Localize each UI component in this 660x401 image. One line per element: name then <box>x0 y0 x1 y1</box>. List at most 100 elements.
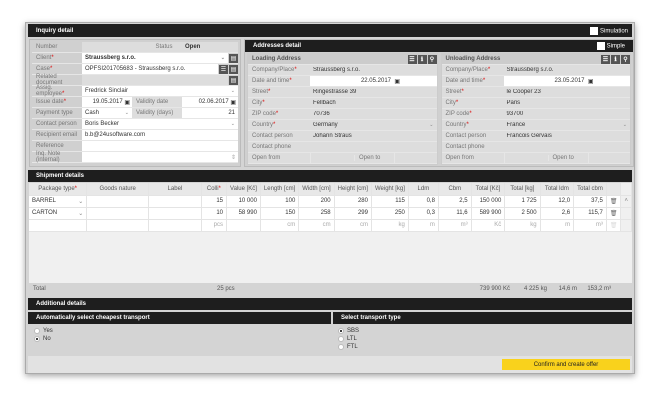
loading-date-field[interactable]: 22.05.2017 ▣ <box>310 76 437 86</box>
unloading-city-field[interactable]: Paris <box>506 100 521 106</box>
trash-icon[interactable]: 🗑 <box>606 207 622 220</box>
unloading-country-select[interactable]: France ⌄ <box>504 122 631 128</box>
radio-sbs[interactable]: SBS <box>338 327 359 335</box>
cell[interactable]: 250 <box>371 207 409 220</box>
simple-checkbox[interactable]: Simple <box>596 42 633 50</box>
radio-ltl[interactable]: LTL <box>338 335 359 343</box>
new-row-cell[interactable]: pcs <box>201 219 228 232</box>
simulation-checkbox[interactable]: Simulation <box>589 26 632 35</box>
new-row-cell[interactable] <box>86 219 150 232</box>
list-icon[interactable]: ☰ <box>219 64 228 74</box>
open-case-icon[interactable]: ▤ <box>229 64 238 74</box>
client-select[interactable]: Straussberg s.r.o. ⌄ <box>82 53 228 63</box>
cell[interactable]: 58 990 <box>226 207 261 220</box>
loading-street-field[interactable]: Ringestrasse 39 <box>313 89 357 95</box>
related-field[interactable] <box>82 75 228 85</box>
open-from-field[interactable] <box>310 153 354 163</box>
calendar-icon[interactable]: ▣ <box>228 99 236 106</box>
unloading-contact-field[interactable]: Francois Gervais <box>506 133 552 139</box>
payment-select[interactable]: Cash ⌄ <box>82 108 132 118</box>
radio-ftl[interactable]: FTL <box>338 343 359 351</box>
new-row-cell[interactable]: cm <box>260 219 300 232</box>
package-type-select[interactable]: BARREL ⌄ <box>29 195 88 208</box>
trash-icon[interactable]: 🗑 <box>606 195 622 208</box>
scroll-up-icon[interactable]: ˄ <box>620 195 632 208</box>
cell[interactable]: 258 <box>298 207 335 220</box>
open-related-icon[interactable]: ▤ <box>229 75 238 85</box>
new-row-cell[interactable]: Kč <box>471 219 506 232</box>
open-client-icon[interactable]: ▤ <box>229 53 238 63</box>
open-to-field[interactable] <box>587 153 631 163</box>
reference-field[interactable] <box>82 141 238 151</box>
list-icon[interactable]: ☰ <box>601 54 610 64</box>
validity-days-field[interactable]: 21 <box>182 108 238 118</box>
loading-country-select[interactable]: Germany ⌄ <box>310 122 437 128</box>
new-row-cell[interactable] <box>29 219 88 232</box>
new-row-cell[interactable]: m <box>408 219 439 232</box>
cell[interactable]: 1 725 <box>504 195 541 208</box>
cell[interactable]: 115 <box>371 195 409 208</box>
cell[interactable]: 150 000 <box>471 195 506 208</box>
list-icon[interactable]: ☰ <box>407 54 417 64</box>
note-field[interactable]: ⇕ <box>82 152 238 162</box>
cell[interactable] <box>148 195 202 208</box>
cell[interactable]: 2 500 <box>504 207 541 220</box>
new-row-cell[interactable] <box>226 219 261 232</box>
cell[interactable]: 10 <box>201 207 228 220</box>
unloading-date-field[interactable]: 23.05.2017 ▣ <box>503 76 630 86</box>
calendar-icon[interactable]: ▣ <box>391 78 401 85</box>
unloading-zip-field[interactable]: 93700 <box>506 111 524 117</box>
cell[interactable]: 37,5 <box>573 195 607 208</box>
cell[interactable]: 10 000 <box>226 195 261 208</box>
cell[interactable] <box>148 207 202 220</box>
cell[interactable]: 2,5 <box>438 195 472 208</box>
cell[interactable]: 150 <box>260 207 300 220</box>
unloading-company-field[interactable]: Straussberg s.r.o. <box>506 67 554 73</box>
cell[interactable]: 589 900 <box>471 207 506 220</box>
package-type-select[interactable]: CARTON ⌄ <box>29 207 88 220</box>
calendar-icon[interactable]: ▣ <box>584 78 594 85</box>
email-field[interactable]: b.b@24usoftware.com <box>82 130 238 140</box>
issue-date-field[interactable]: 19.05.2017 ▣ <box>82 97 132 107</box>
new-row-cell[interactable]: m³ <box>438 219 472 232</box>
cell[interactable]: 0,3 <box>408 207 439 220</box>
new-row-cell[interactable]: m³ <box>573 219 607 232</box>
cell[interactable]: 299 <box>334 207 372 220</box>
map-pin-icon[interactable]: ⚲ <box>427 54 437 64</box>
cell[interactable]: 280 <box>334 195 372 208</box>
cell[interactable]: 0,8 <box>408 195 439 208</box>
new-row-cell[interactable]: kg <box>371 219 409 232</box>
radio-no[interactable]: No <box>34 335 53 343</box>
loading-company-field[interactable]: Straussberg s.r.o. <box>313 67 361 73</box>
validity-date-field[interactable]: 02.06.2017 ▣ <box>182 97 238 107</box>
new-row-cell[interactable] <box>148 219 202 232</box>
cell[interactable]: 12,0 <box>540 195 575 208</box>
unloading-street-field[interactable]: le Cooper 23 <box>506 89 541 95</box>
cell[interactable] <box>86 195 150 208</box>
cell[interactable]: 115,7 <box>573 207 607 220</box>
cell[interactable]: 11,6 <box>438 207 472 220</box>
cell[interactable] <box>86 207 150 220</box>
confirm-and-create-offer-button[interactable]: Confirm and create offer <box>502 359 630 370</box>
open-from-field[interactable] <box>503 153 548 163</box>
new-row-cell[interactable]: m <box>540 219 575 232</box>
scroll-up-icon[interactable] <box>620 207 632 220</box>
cell[interactable]: 15 <box>201 195 228 208</box>
open-to-field[interactable] <box>394 153 437 163</box>
map-pin-icon[interactable]: ⚲ <box>621 54 630 64</box>
cell[interactable]: 200 <box>298 195 335 208</box>
radio-yes[interactable]: Yes <box>34 327 53 335</box>
case-field[interactable]: OPFSI201705683 - Straussberg s.r.o. <box>82 64 218 74</box>
cell[interactable]: 2,6 <box>540 207 575 220</box>
loading-city-field[interactable]: Fellbach <box>313 100 336 106</box>
new-row-cell[interactable]: cm <box>298 219 335 232</box>
loading-contact-field[interactable]: Johann Straus <box>313 133 352 139</box>
info-icon[interactable]: ℹ <box>417 54 427 64</box>
info-icon[interactable]: ℹ <box>611 54 620 64</box>
employee-select[interactable]: Fredrick Sinclair ⌄ <box>82 86 238 96</box>
calendar-icon[interactable]: ▣ <box>122 99 130 106</box>
new-row-cell[interactable]: cm <box>334 219 372 232</box>
new-row-cell[interactable]: kg <box>504 219 541 232</box>
cell[interactable]: 100 <box>260 195 300 208</box>
contact-select[interactable]: Boris Becker ⌄ <box>82 119 238 129</box>
